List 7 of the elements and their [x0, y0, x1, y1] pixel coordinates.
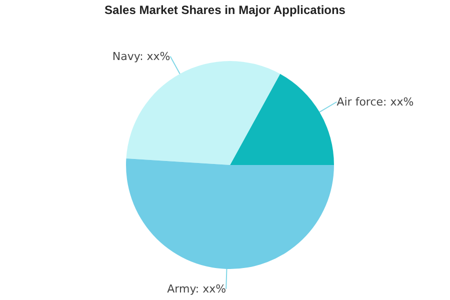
slice-label: Air force: xx% — [336, 95, 414, 108]
pie-slice — [230, 74, 334, 165]
pie-slice — [126, 61, 280, 165]
slice-label: Navy: xx% — [112, 50, 170, 63]
slice-label: Army: xx% — [167, 282, 226, 296]
chart-title: Sales Market Shares in Major Applications — [104, 3, 346, 17]
pie-slice — [126, 158, 334, 269]
